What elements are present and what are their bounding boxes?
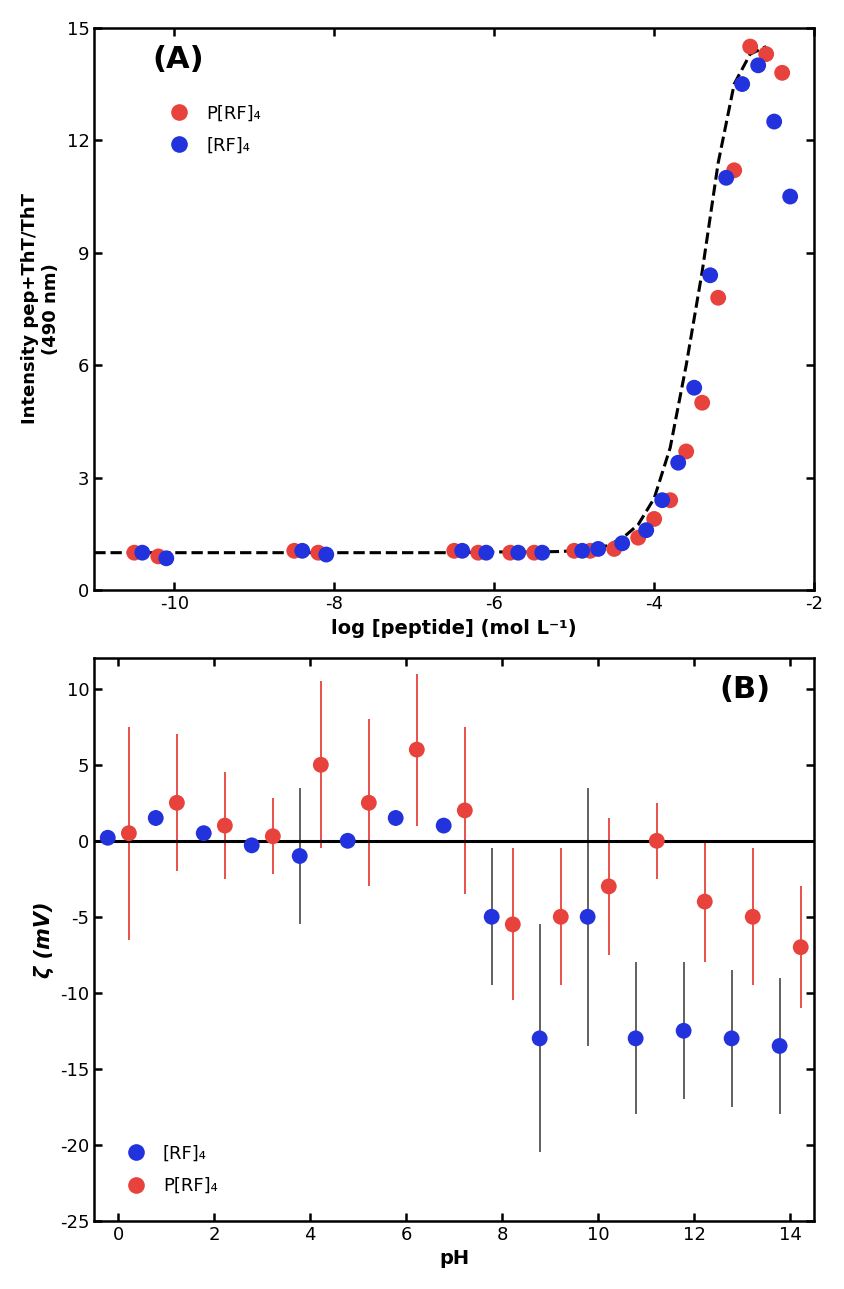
Point xyxy=(528,543,541,563)
Point xyxy=(728,160,741,180)
Point xyxy=(576,540,589,561)
Point xyxy=(362,793,376,813)
Point xyxy=(266,826,279,847)
Point xyxy=(794,937,808,958)
Point xyxy=(245,835,258,856)
Point xyxy=(583,540,597,561)
Point xyxy=(458,800,472,821)
Point xyxy=(152,547,165,567)
Point xyxy=(389,808,403,829)
Point xyxy=(218,815,231,835)
Point xyxy=(293,846,306,866)
Text: (B): (B) xyxy=(720,675,771,704)
Point xyxy=(122,822,136,843)
Point xyxy=(170,793,184,813)
Point xyxy=(615,532,629,553)
Point xyxy=(650,830,663,851)
Point xyxy=(554,906,567,927)
Point xyxy=(711,287,725,308)
Point xyxy=(698,891,711,911)
Point xyxy=(760,44,773,64)
Point xyxy=(472,543,485,563)
Point xyxy=(485,906,499,927)
Point xyxy=(629,1029,642,1049)
Point xyxy=(197,822,210,843)
Point xyxy=(581,906,594,927)
Point xyxy=(447,540,461,561)
Point xyxy=(410,740,424,761)
Point xyxy=(136,543,149,563)
Point xyxy=(511,543,525,563)
Y-axis label: ζ (mV): ζ (mV) xyxy=(35,901,54,978)
Point xyxy=(735,73,749,94)
Point xyxy=(127,543,141,563)
Point xyxy=(437,815,451,835)
Point xyxy=(314,754,327,775)
Point xyxy=(719,168,733,188)
Point xyxy=(567,540,581,561)
Point xyxy=(746,906,760,927)
Point xyxy=(640,519,653,540)
Point xyxy=(679,441,693,461)
Point xyxy=(703,266,717,286)
X-axis label: log [peptide] (mol L⁻¹): log [peptide] (mol L⁻¹) xyxy=(332,619,577,638)
Point xyxy=(288,540,301,561)
Point xyxy=(295,540,309,561)
Point xyxy=(602,877,615,897)
Point xyxy=(695,392,709,412)
Point xyxy=(663,490,677,510)
Point xyxy=(533,1029,546,1049)
Point xyxy=(160,548,173,568)
Point xyxy=(783,186,797,206)
Point xyxy=(592,539,605,559)
Point xyxy=(773,1035,787,1056)
Point xyxy=(149,808,163,829)
Point xyxy=(504,543,517,563)
Y-axis label: Intensity pep+ThT/ThT
(490 nm): Intensity pep+ThT/ThT (490 nm) xyxy=(21,193,60,424)
Point xyxy=(101,828,115,848)
Point xyxy=(767,111,781,131)
Point xyxy=(311,543,325,563)
Point xyxy=(608,539,621,559)
Point xyxy=(320,544,333,565)
Point xyxy=(647,509,661,530)
Point xyxy=(456,540,469,561)
Point xyxy=(751,55,765,76)
Point xyxy=(776,62,789,82)
Point xyxy=(479,543,493,563)
Point xyxy=(341,830,354,851)
Point xyxy=(672,452,685,473)
Point xyxy=(677,1021,690,1042)
Point xyxy=(535,543,549,563)
Point xyxy=(656,490,669,510)
Legend: [RF]₄, P[RF]₄: [RF]₄, P[RF]₄ xyxy=(118,1145,218,1195)
Point xyxy=(506,914,520,935)
Point xyxy=(688,378,701,398)
Point xyxy=(725,1029,738,1049)
Point xyxy=(631,527,645,548)
Text: (A): (A) xyxy=(152,45,203,73)
X-axis label: pH: pH xyxy=(439,1249,469,1268)
Point xyxy=(744,36,757,57)
Legend: P[RF]₄, [RF]₄: P[RF]₄, [RF]₄ xyxy=(161,104,261,155)
